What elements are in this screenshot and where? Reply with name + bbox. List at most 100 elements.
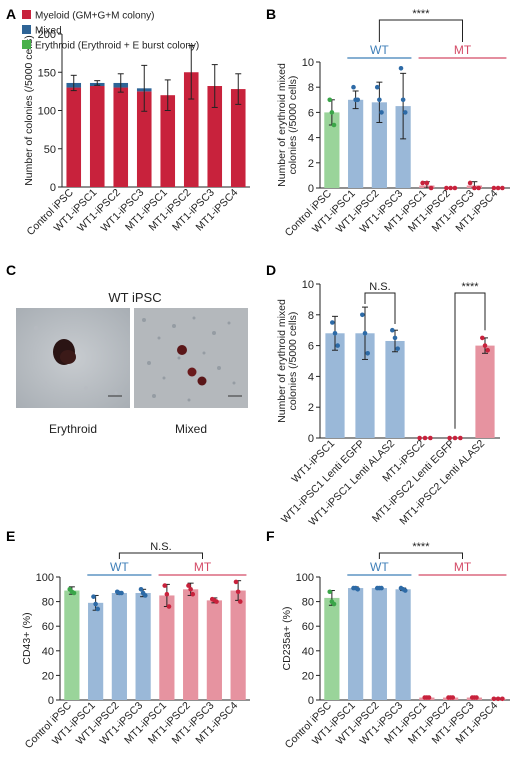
data-point — [400, 97, 406, 103]
y-tick-label: 100 — [296, 572, 314, 584]
y-axis-label-line: Number of erythroid mixed — [276, 63, 288, 187]
legend-label: Erythroid (Erythroid + E burst colony) — [35, 41, 199, 52]
y-tick-label: 0 — [308, 183, 314, 195]
data-point — [327, 97, 333, 103]
bar — [385, 340, 405, 438]
data-point — [188, 587, 193, 592]
data-point — [331, 122, 337, 128]
data-point — [379, 110, 384, 115]
data-point — [330, 320, 335, 325]
bar — [159, 595, 175, 700]
data-point — [491, 696, 497, 702]
data-point — [398, 66, 404, 71]
legend-swatch — [22, 10, 31, 19]
data-point — [495, 185, 501, 191]
data-point — [392, 335, 398, 341]
stacked-bar-myeloid — [230, 89, 246, 187]
data-point — [329, 110, 335, 115]
y-tick-label: 100 — [38, 106, 56, 118]
wt-group-label: WT — [370, 560, 389, 574]
data-point — [390, 327, 395, 333]
data-point — [447, 435, 452, 441]
significance-bracket — [378, 552, 463, 559]
bar — [371, 102, 387, 188]
bar — [135, 592, 151, 700]
y-tick-label: 10 — [302, 279, 314, 291]
significance-label: N.S. — [369, 281, 390, 293]
data-point — [186, 583, 191, 588]
data-point — [417, 435, 422, 441]
data-point — [495, 696, 501, 702]
stacked-bar-myeloid — [207, 86, 223, 187]
y-axis-label: Number of colonies (/5000 cells) — [23, 35, 35, 186]
data-point — [500, 185, 505, 191]
data-point — [355, 97, 361, 103]
bar — [348, 588, 364, 700]
legend-swatch — [22, 40, 31, 49]
data-point — [452, 435, 458, 441]
bar — [325, 333, 345, 438]
data-point — [452, 185, 458, 191]
y-axis-label: Number of erythroid mixedcolonies (/5000… — [276, 299, 299, 423]
legend-label: Mixed — [35, 26, 62, 37]
data-point — [365, 351, 370, 356]
bar — [206, 600, 222, 700]
significance-label: N.S. — [150, 541, 171, 553]
y-axis-label: CD235a+ (%) — [281, 607, 293, 671]
significance-bracket — [118, 552, 203, 559]
data-point — [458, 435, 463, 441]
data-point — [422, 435, 428, 441]
data-point — [420, 180, 425, 186]
y-tick-label: 4 — [308, 371, 314, 383]
y-axis-label: CD43+ (%) — [21, 612, 33, 664]
y-tick-label: 20 — [42, 670, 54, 682]
data-point — [327, 589, 333, 595]
y-tick-label: 20 — [302, 670, 314, 682]
y-tick-label: 10 — [302, 57, 314, 69]
y-tick-label: 0 — [48, 695, 54, 707]
mt-group-label: MT — [194, 560, 212, 574]
stacked-bar-myeloid — [89, 86, 105, 187]
data-point — [426, 695, 432, 700]
stacked-bar-myeloid — [136, 91, 152, 187]
mixed-photo-image — [134, 308, 248, 408]
bar — [475, 345, 495, 438]
data-point — [448, 185, 453, 191]
data-point — [166, 604, 172, 609]
stacked-bar-myeloid — [113, 87, 129, 187]
wt-group-label: WT — [110, 560, 129, 574]
mt-group-label: MT — [454, 560, 472, 574]
data-point — [95, 606, 101, 612]
data-point — [395, 346, 400, 351]
data-point — [450, 695, 456, 700]
panel-letter-e: E — [6, 528, 16, 544]
data-point — [428, 435, 433, 441]
data-point — [444, 185, 449, 191]
data-point — [190, 591, 196, 597]
data-point — [93, 601, 98, 607]
erythroid-colony-photo — [16, 308, 130, 408]
significance-bracket — [454, 292, 486, 429]
bar — [324, 112, 340, 188]
panel-letter-c: C — [6, 262, 17, 278]
stacked-bar-myeloid — [183, 72, 199, 187]
data-point — [379, 585, 384, 591]
y-tick-label: 50 — [44, 144, 56, 156]
data-point — [485, 347, 490, 353]
bar — [111, 592, 127, 700]
panel-letter-d: D — [266, 262, 277, 278]
bar — [230, 590, 246, 700]
y-axis-label-line: Number of erythroid mixed — [276, 299, 288, 423]
data-point — [235, 589, 241, 595]
data-point — [351, 84, 356, 90]
data-point — [362, 330, 368, 336]
bar — [183, 589, 199, 700]
stacked-bar-myeloid — [160, 95, 176, 187]
data-point — [233, 579, 239, 585]
data-point — [472, 185, 477, 191]
data-point — [374, 84, 380, 90]
data-point — [142, 593, 148, 598]
data-point — [164, 591, 170, 597]
erythroid-photo-image — [16, 308, 130, 408]
